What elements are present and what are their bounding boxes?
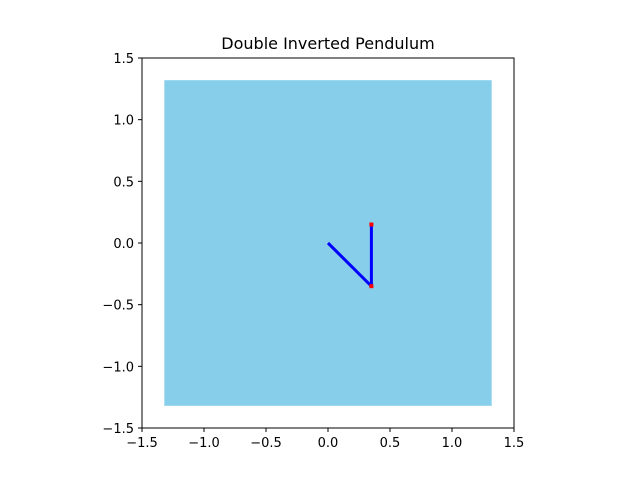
x-tick-label-0: −1.5 [126,436,158,451]
x-tick-label-6: 1.5 [504,436,525,451]
y-tick-label-0: −1.5 [102,422,134,437]
y-tick-label-1: −1.0 [102,360,134,375]
y-tick-label-5: 1.0 [113,114,134,129]
y-tick-label-4: 0.5 [113,175,134,190]
y-tick-label-6: 1.5 [113,52,134,67]
x-tick-label-4: 0.5 [380,436,401,451]
joint-marker-1 [369,222,374,227]
y-tick-label-2: −0.5 [102,299,134,314]
joint-marker-0 [369,284,374,289]
background-region [164,80,492,406]
x-tick-label-1: −1.0 [188,436,220,451]
x-tick-label-5: 1.0 [442,436,463,451]
plot-area: −1.5 −1.0 −0.5 0.0 0.5 1.0 1.5 −1.5 −1.0 −0.5 0.0 0… [102,52,524,451]
chart-title: Double Inverted Pendulum [221,34,434,53]
x-tick-label-2: −0.5 [250,436,282,451]
x-tick-label-3: 0.0 [318,436,339,451]
y-tick-label-3: 0.0 [113,237,134,252]
